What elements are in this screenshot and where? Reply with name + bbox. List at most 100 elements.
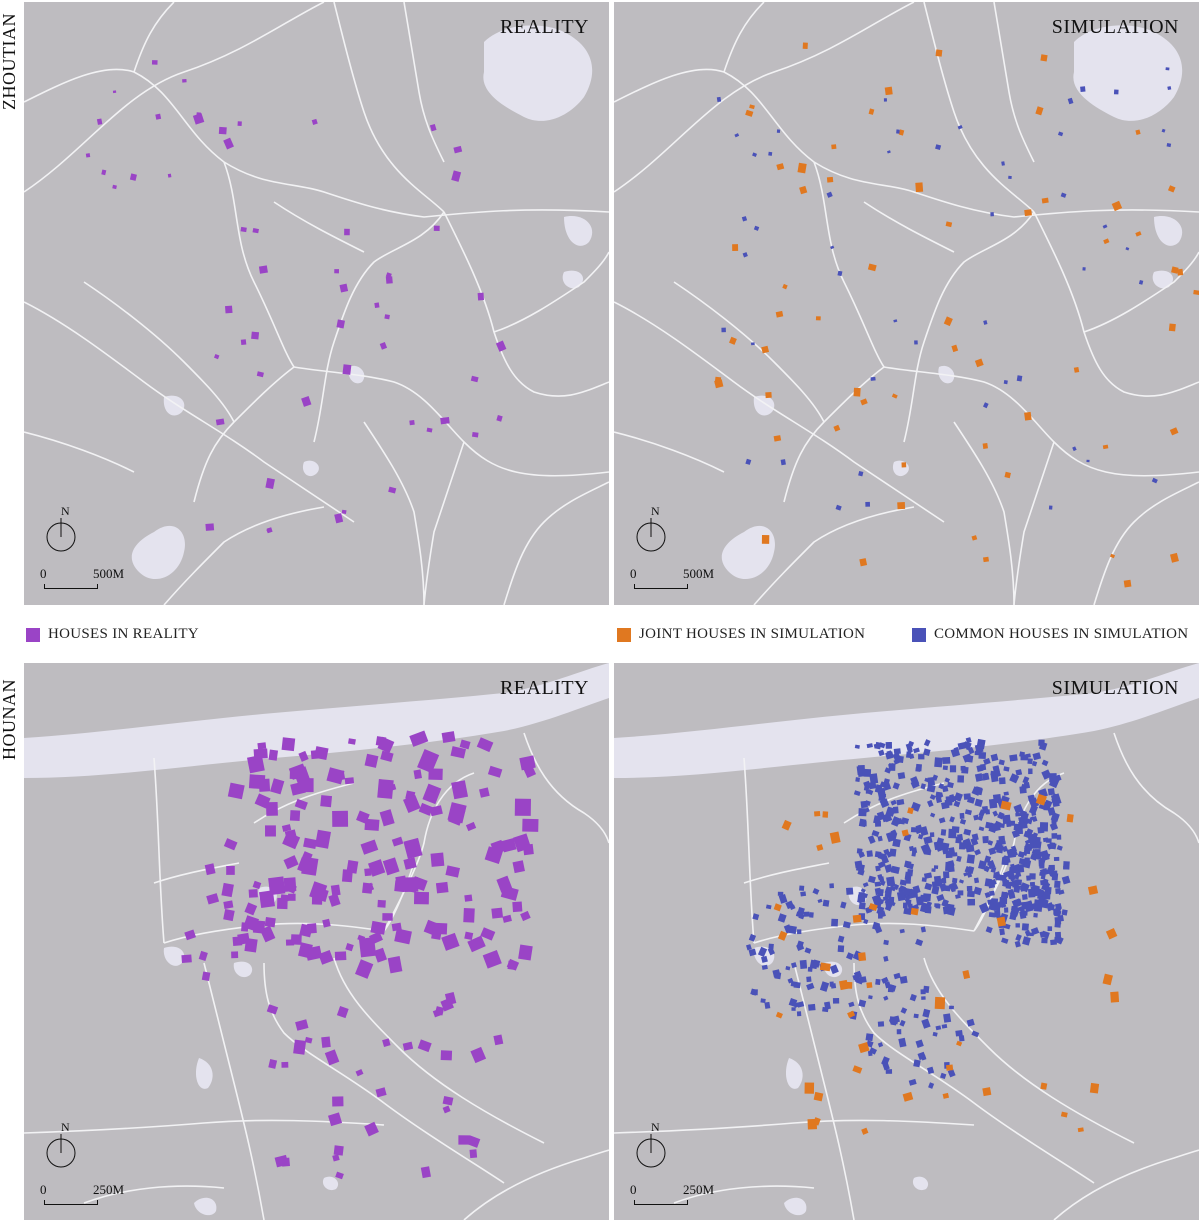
- reality-house: [266, 527, 273, 534]
- common-house: [777, 891, 784, 896]
- joint-house: [910, 907, 919, 916]
- reality-house: [506, 958, 520, 971]
- common-house: [921, 996, 926, 1000]
- reality-house: [523, 765, 537, 779]
- common-house: [885, 831, 896, 843]
- reality-house: [385, 276, 393, 284]
- reality-house: [364, 818, 380, 831]
- joint-swatch: [617, 627, 631, 642]
- common-house: [1041, 769, 1052, 780]
- common-house: [1082, 267, 1086, 271]
- common-house: [947, 1068, 956, 1078]
- joint-house: [1087, 885, 1099, 896]
- common-house: [1054, 903, 1062, 910]
- common-house: [906, 862, 914, 870]
- road-line: [493, 251, 609, 333]
- reality-house: [370, 920, 387, 935]
- common-house: [853, 790, 861, 797]
- common-house: [870, 376, 876, 381]
- common-house: [905, 879, 911, 884]
- reality-house: [232, 936, 243, 946]
- common-house: [938, 783, 945, 790]
- reality-house: [358, 937, 377, 958]
- common-house: [988, 912, 996, 918]
- joint-house: [797, 162, 807, 174]
- common-house: [793, 981, 801, 989]
- common-house: [936, 894, 945, 902]
- scale-bar: 0 250M: [630, 1180, 740, 1210]
- water-body: [784, 1197, 807, 1216]
- reality-house: [167, 173, 172, 178]
- reality-house: [334, 951, 347, 961]
- common-house: [957, 775, 965, 783]
- common-house: [1028, 804, 1039, 815]
- common-house: [888, 763, 896, 771]
- reality-house: [305, 945, 323, 961]
- common-house: [874, 881, 881, 887]
- common-house: [915, 896, 924, 906]
- reality-house: [335, 1171, 344, 1180]
- common-house: [934, 757, 943, 768]
- common-house: [892, 782, 900, 790]
- road-line: [24, 2, 325, 193]
- common-house: [944, 799, 952, 807]
- joint-house: [1170, 552, 1179, 563]
- common-house: [1050, 774, 1059, 783]
- joint-house: [852, 1065, 863, 1074]
- road-line: [743, 862, 830, 884]
- common-house: [877, 1021, 885, 1027]
- common-house: [858, 902, 866, 910]
- road-line: [203, 962, 265, 1220]
- joint-house: [1135, 231, 1142, 237]
- common-house: [920, 926, 926, 933]
- common-house: [866, 850, 873, 858]
- reality-house: [253, 748, 268, 759]
- reality-house: [112, 90, 117, 94]
- reality-house: [184, 929, 197, 941]
- reality-house: [377, 736, 395, 754]
- reality-house: [496, 875, 513, 893]
- common-house: [1031, 848, 1038, 856]
- common-house: [873, 815, 882, 825]
- common-house: [761, 955, 768, 963]
- reality-house: [493, 1034, 504, 1046]
- common-house: [943, 1013, 952, 1023]
- common-house: [1056, 845, 1063, 851]
- common-house: [806, 982, 815, 991]
- joint-house: [1041, 197, 1049, 204]
- common-house: [757, 946, 768, 957]
- common-house: [854, 744, 860, 749]
- road-line: [83, 281, 235, 423]
- reality-house: [382, 1038, 391, 1048]
- road-line: [1083, 251, 1199, 333]
- common-house: [1020, 822, 1028, 829]
- joint-house: [813, 1091, 824, 1102]
- joint-house: [860, 398, 868, 406]
- joint-house: [1040, 54, 1048, 62]
- common-house: [983, 865, 991, 873]
- joint-house: [1105, 928, 1118, 940]
- joint-house: [945, 221, 953, 228]
- reality-house: [223, 900, 234, 909]
- common-house: [869, 1047, 878, 1055]
- common-house: [957, 890, 964, 896]
- common-house: [959, 818, 967, 825]
- road-line: [903, 211, 1035, 443]
- road-line: [614, 2, 915, 193]
- common-house: [1038, 804, 1045, 810]
- common-house: [1027, 758, 1033, 765]
- common-house: [956, 855, 962, 862]
- common-house: [883, 812, 893, 823]
- common-house: [785, 900, 795, 910]
- joint-house: [1110, 991, 1120, 1003]
- joint-house: [897, 501, 906, 510]
- common-house: [1041, 759, 1049, 767]
- common-house: [893, 319, 898, 323]
- common-house: [745, 458, 752, 465]
- common-house: [887, 150, 891, 154]
- common-house: [949, 794, 955, 799]
- common-house: [1000, 891, 1009, 899]
- common-house: [803, 911, 810, 917]
- common-house: [1034, 899, 1041, 905]
- common-house: [985, 926, 993, 934]
